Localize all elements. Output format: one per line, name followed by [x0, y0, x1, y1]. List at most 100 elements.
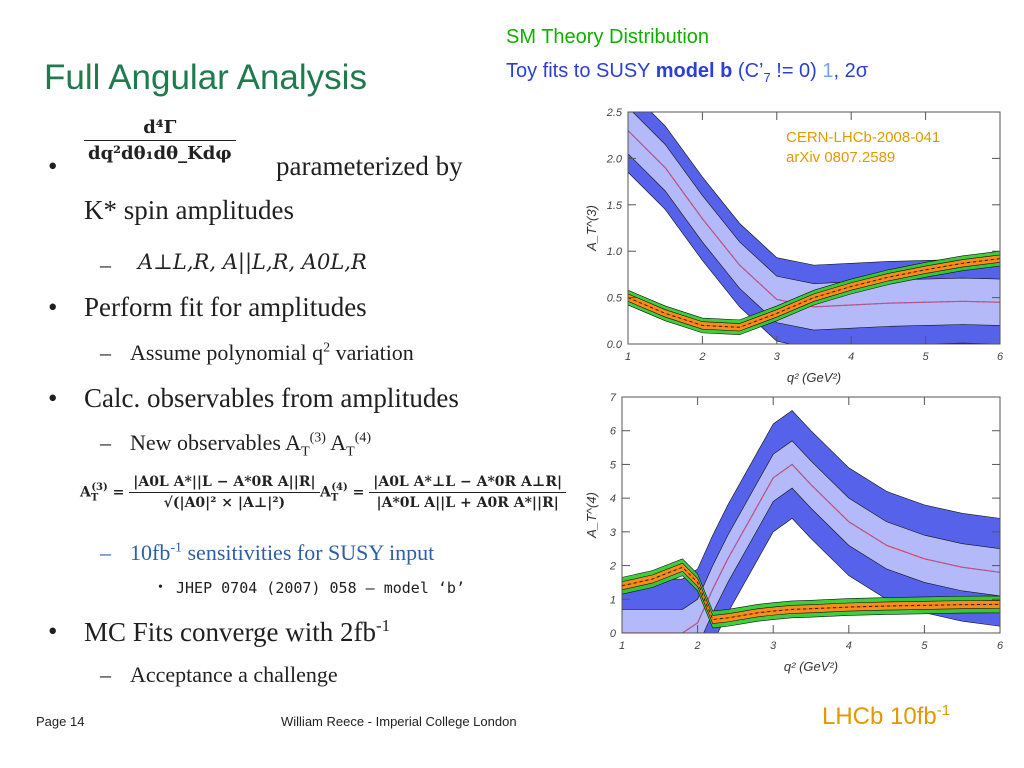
legend-model: model b [655, 60, 733, 82]
bullet-2-text: Perform fit for amplitudes [84, 292, 367, 322]
series-0-band-2sigma [622, 558, 1000, 629]
sub-sup1: (3) [309, 430, 326, 446]
legend-sigma-1: 1 [822, 60, 834, 82]
eq1-lhs: A [80, 484, 91, 501]
bullet-dot: • [48, 383, 58, 413]
legend-toy-fits: Toy fits to SUSY model b (C’7 != 0) 1, 2… [506, 60, 868, 85]
reference-line2: arXiv 0807.2589 [786, 149, 896, 166]
series-1-band-1sigma [622, 440, 1000, 633]
equation-at4: AT(4) = |A0L A*⊥L − A*0R A⊥R| |A*0L A||L … [320, 474, 567, 511]
sub-dash: – [100, 430, 111, 455]
y-tick-label: 1 [610, 594, 616, 606]
x-tick-label: 6 [997, 640, 1004, 652]
amplitude-formula: A⊥L,R, A||L,R, A0L,R [138, 250, 367, 274]
b4-text: MC Fits converge with 2fb [84, 617, 376, 647]
series-0-dashed [622, 566, 1000, 621]
x-axis-label: q² (GeV²) [787, 370, 841, 385]
x-tick-label: 2 [694, 640, 701, 652]
bullet-4-sub: Acceptance a challenge [130, 662, 338, 687]
y-tick-label: 1.0 [607, 246, 623, 258]
page-title: Full Angular Analysis [44, 58, 367, 97]
sub-text: 10fb [130, 540, 171, 565]
y-tick-label: 0 [610, 628, 617, 640]
sub-text: New observables A [130, 430, 302, 455]
legend-text: Toy fits to SUSY [506, 60, 656, 82]
bullet-3-sub3: JHEP 0704 (2007) 058 – model ‘b’ [176, 579, 465, 597]
series-1-line [628, 130, 1000, 308]
sub-dash: – [100, 252, 111, 277]
y-axis-label: A_T^(3) [584, 205, 599, 252]
x-tick-label: 1 [625, 351, 631, 363]
legend-sub: 7 [763, 70, 771, 85]
reference-box: CERN-LHCb-2008-041 arXiv 0807.2589 [786, 128, 940, 168]
legend-text-mid2: != 0) [770, 60, 823, 82]
x-tick-label: 1 [619, 640, 625, 652]
y-tick-label: 7 [610, 392, 617, 404]
plot-frame [621, 396, 1001, 634]
y-tick-label: 1.5 [607, 200, 623, 212]
x-tick-label: 4 [848, 351, 854, 363]
sub-t2: T [346, 444, 355, 460]
sub-bullet-dot: • [158, 580, 163, 595]
x-tick-label: 5 [923, 351, 930, 363]
formula-d4gamma: d⁴Γ dq²dθ₁dθ_Kdφ [84, 117, 236, 164]
series-0-dashed [628, 258, 1000, 328]
reference-line1: CERN-LHCb-2008-041 [786, 129, 941, 146]
sub-sup: 2 [323, 340, 331, 356]
x-tick-label: 3 [770, 640, 777, 652]
eq2-lhs: A [320, 484, 331, 501]
sub-sup2: (4) [354, 430, 372, 446]
x-tick-label: 4 [846, 640, 852, 652]
sub-tail: sensitivities for SUSY input [182, 540, 435, 565]
eq2-den: |A*0L A||L + A0R A*||R| [376, 495, 559, 511]
legend-sm-theory: SM Theory Distribution [506, 26, 710, 48]
equation-at3: AT(3) = |A0L A*||L − A*0R A||R| √(|A0|² ×… [80, 474, 320, 511]
x-tick-label: 6 [997, 351, 1004, 363]
y-tick-label: 2.5 [606, 107, 623, 119]
y-axis-label: A_T^(4) [584, 492, 599, 539]
y-tick-label: 0.5 [607, 293, 623, 305]
legend-sigma-2: , 2σ [833, 60, 869, 82]
footer-author: William Reece - Imperial College London [281, 714, 517, 729]
bullet-dot: • [48, 292, 58, 322]
x-tick-label: 5 [921, 640, 928, 652]
bullet-3-sub: New observables AT(3) AT(4) [130, 430, 371, 460]
formula-num: d⁴Γ [84, 117, 236, 141]
y-tick-label: 4 [610, 493, 616, 505]
chart-at3: 1 2 3 4 5 6 0.0 0.5 1.0 1.5 2.0 2.5 q² (GeV²) A_T^(3) [584, 107, 1004, 385]
eq1-num: |A0L A*||L − A*0R A||R| [129, 474, 320, 493]
y-tick-label: 6 [610, 426, 617, 438]
bullet-3-sub2: 10fb-1 sensitivities for SUSY input [130, 540, 434, 566]
series-1-band-1sigma [628, 112, 1000, 331]
eq2-num: |A0L A*⊥L − A*0R A⊥R| [369, 474, 567, 493]
bullet-4-text: MC Fits converge with 2fb-1 [84, 616, 390, 648]
bullet-1-text2: K* spin amplitudes [84, 195, 294, 225]
lhcb-text: LHCb 10fb [822, 703, 937, 730]
bullet-1-text: parameterized by [276, 151, 463, 181]
sub-text: Assume polynomial q [130, 340, 324, 365]
sub-sp: A [325, 430, 347, 455]
y-tick-label: 2 [609, 561, 616, 573]
y-tick-label: 0.0 [607, 339, 623, 351]
sub-dash: – [100, 340, 111, 365]
bullet-dot: • [48, 616, 58, 646]
bullet-3-text: Calc. observables from amplitudes [84, 383, 459, 413]
sub-t1: T [301, 444, 310, 460]
bullet-2-sub: Assume polynomial q2 variation [130, 340, 414, 366]
plot-frame [627, 111, 1001, 345]
eq1-den: √(|A0|² × |A⊥|²) [163, 495, 286, 511]
bullet-dot: • [48, 151, 58, 181]
series-1-dashed [622, 463, 1000, 633]
legend-text-mid: (C’ [732, 60, 764, 82]
sub-dash: – [100, 662, 111, 687]
formula-den: dq²dθ₁dθ_Kdφ [88, 143, 232, 164]
y-tick-label: 3 [610, 527, 617, 539]
x-axis-label: q² (GeV²) [784, 659, 838, 674]
sub-dash: – [100, 540, 111, 565]
x-tick-label: 2 [698, 351, 705, 363]
series-0-band-1sigma [622, 562, 1000, 624]
y-tick-label: 5 [610, 459, 617, 471]
x-tick-label: 3 [774, 351, 781, 363]
lhcb-label: LHCb 10fb-1 [822, 702, 950, 731]
